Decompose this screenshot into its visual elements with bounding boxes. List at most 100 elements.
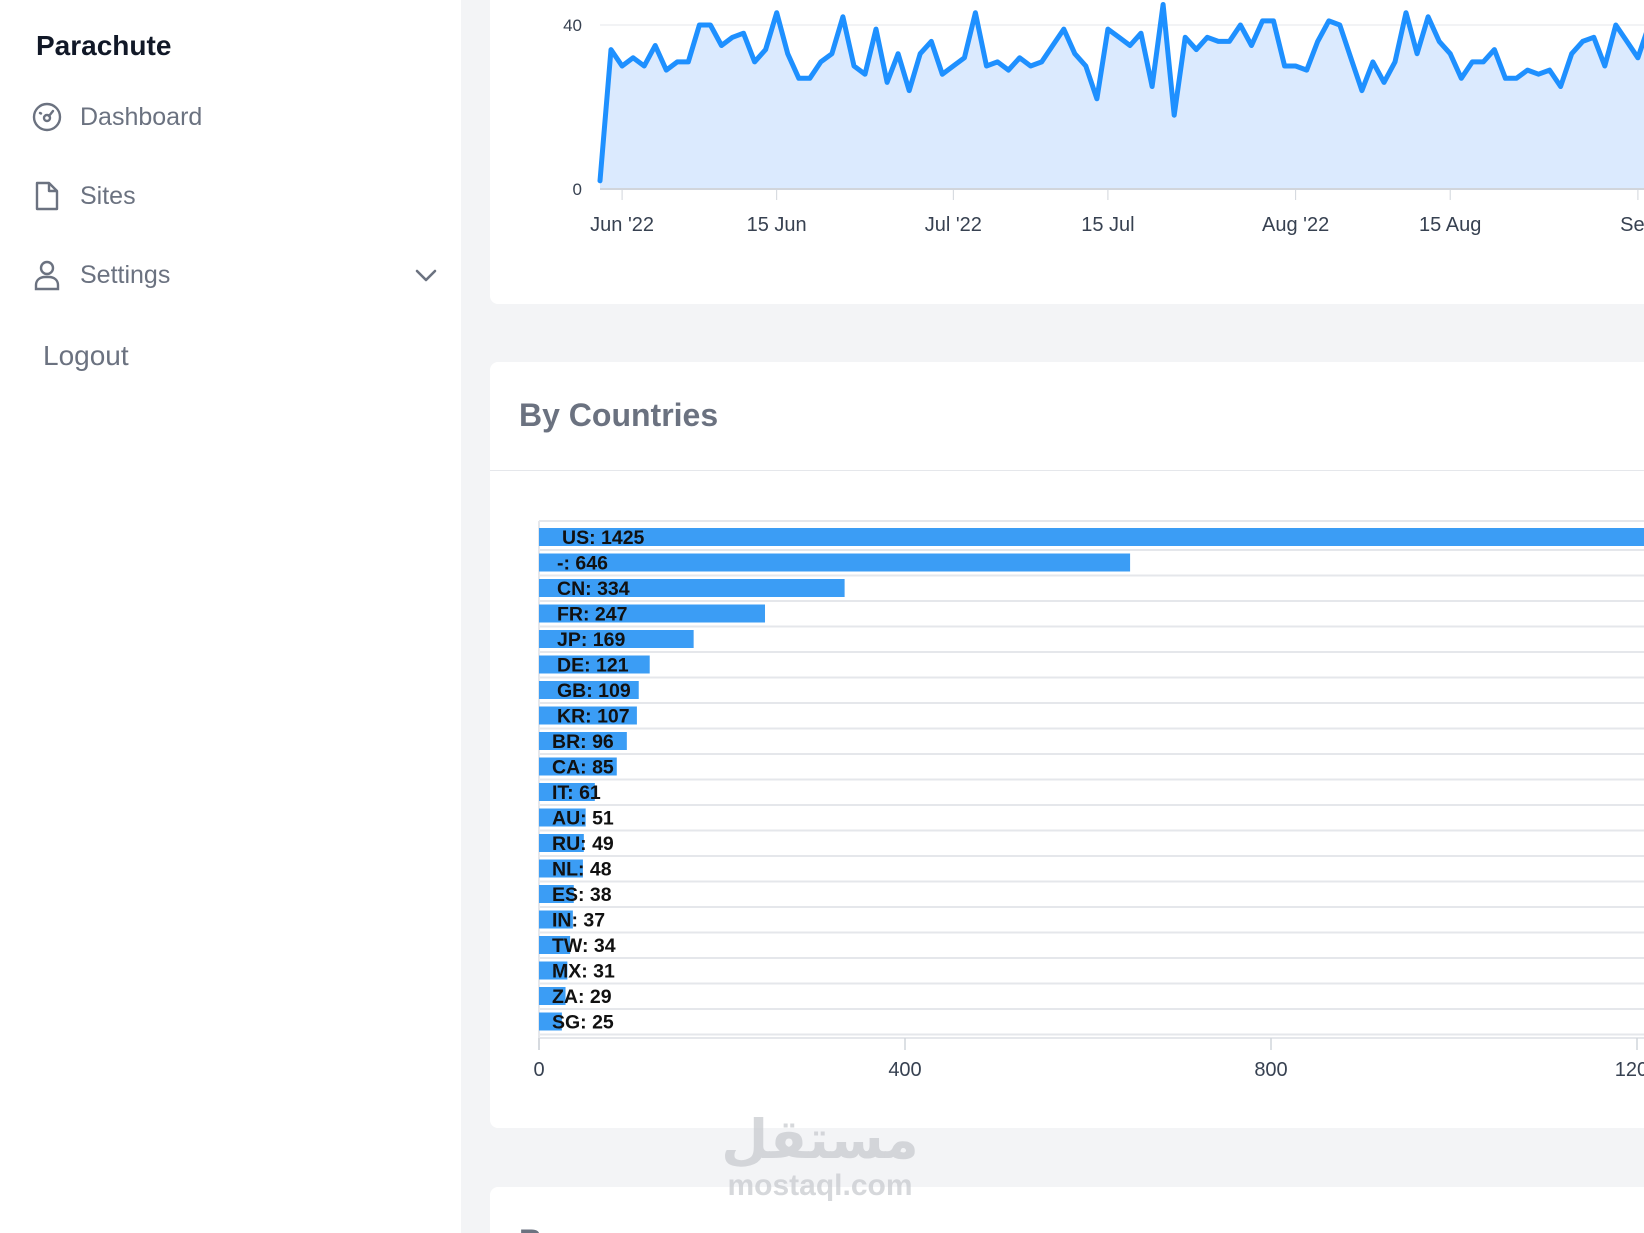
country-bar[interactable]: [539, 553, 1131, 572]
visits-data-point: [632, 57, 634, 59]
visits-area-chart: 0 40 Jun '22 15 Jun Jul '22 15 Jul Aug '22 15 A…: [563, 2, 1644, 236]
country-bar[interactable]: [539, 604, 766, 623]
document-icon: [30, 179, 64, 213]
app-title: Parachute: [36, 30, 172, 61]
sidebar-item-settings[interactable]: Settings: [30, 250, 440, 300]
country-bar[interactable]: [539, 910, 573, 929]
visits-data-point: [1228, 40, 1230, 42]
visits-data-point: [1383, 81, 1385, 83]
visits-data-point: [665, 69, 667, 71]
visits-chart-card: 0 40 Jun '22 15 Jun Jul '22 15 Jul Aug '22 15 A…: [490, 0, 1644, 304]
country-bar-label: ES: 38: [552, 884, 612, 906]
visits-data-point: [1074, 53, 1076, 55]
visits-data-point: [1173, 114, 1175, 116]
visits-data-point: [997, 61, 998, 63]
visits-data-point: [1350, 57, 1352, 59]
country-bar[interactable]: [539, 885, 574, 903]
country-bar[interactable]: [539, 783, 595, 801]
x-tick-label: Jul '22: [925, 214, 982, 236]
x-tick-label: Aug '22: [1262, 214, 1329, 236]
country-bar[interactable]: [539, 808, 586, 827]
country-bar-label: TW: 34: [552, 935, 616, 957]
visits-data-point: [1626, 40, 1628, 42]
visits-data-point: [1361, 90, 1363, 92]
visits-data-point: [798, 77, 800, 79]
country-bar[interactable]: [539, 630, 694, 648]
visits-data-point: [1273, 20, 1274, 22]
x-tick-label: Sep: [1620, 214, 1644, 236]
visits-data-point: [1328, 20, 1330, 22]
sidebar-item-label: Sites: [80, 181, 136, 210]
x-tick-label: 15 Jul: [1081, 214, 1134, 236]
visits-data-point: [1471, 61, 1473, 63]
visits-data-point: [1041, 61, 1043, 63]
country-bar[interactable]: [539, 681, 639, 699]
visits-data-point: [643, 65, 645, 67]
visits-data-point: [1604, 65, 1606, 67]
next-card: B: [490, 1187, 1644, 1233]
visits-data-point: [886, 81, 888, 83]
visits-data-point: [1184, 36, 1186, 38]
visits-data-point: [919, 53, 921, 55]
visits-data-point: [1085, 65, 1087, 67]
visits-data-point: [676, 61, 678, 63]
country-bar[interactable]: [539, 1012, 562, 1031]
chevron-down-icon[interactable]: [412, 261, 440, 289]
visits-data-point: [1615, 24, 1617, 26]
country-bar-label: BR: 96: [552, 731, 614, 753]
country-bar-label: NL: 48: [552, 859, 612, 881]
visits-data-point: [930, 40, 932, 42]
country-bar[interactable]: [539, 706, 637, 725]
sidebar-item-dashboard[interactable]: Dashboard: [30, 92, 440, 142]
dashboard-gauge-icon: [30, 100, 64, 134]
country-bar[interactable]: [539, 655, 650, 674]
countries-bar-chart: 0 400 800 1200 US: 1425 -: 646 CN: 334 FR: 247 J…: [533, 520, 1644, 1081]
visits-data-point: [1449, 53, 1451, 55]
visits-data-point: [1637, 57, 1639, 59]
x-tick-label: 0: [533, 1059, 544, 1081]
country-bar-label: AU: 51: [552, 808, 614, 830]
visits-data-point: [1162, 4, 1164, 5]
country-bar[interactable]: [539, 757, 617, 776]
visits-data-point: [1206, 36, 1208, 38]
country-bar-label: CA: 85: [552, 757, 614, 779]
country-bar[interactable]: [539, 936, 571, 954]
visits-data-point: [875, 28, 877, 30]
country-bar-label: MX: 31: [552, 961, 615, 983]
country-bar-label: -: 646: [557, 553, 608, 575]
visits-data-point: [986, 65, 987, 67]
x-tick-label: Jun '22: [590, 214, 654, 236]
country-bar[interactable]: [539, 579, 845, 597]
country-bar-label: GB: 109: [557, 680, 631, 702]
country-bar[interactable]: [539, 732, 627, 750]
x-tick-label: 800: [1254, 1059, 1287, 1081]
sidebar-item-label: Settings: [80, 260, 171, 289]
x-tick-label: 400: [888, 1059, 921, 1081]
x-tick-label: 1200: [1615, 1059, 1644, 1081]
visits-data-point: [1372, 61, 1374, 63]
country-bar-label: IN: 37: [552, 910, 605, 932]
visits-data-point: [1516, 77, 1517, 79]
country-bar-label: US: 1425: [562, 527, 645, 549]
country-bar-label: IT: 61: [552, 782, 601, 804]
country-bar[interactable]: [539, 961, 568, 980]
visits-data-point: [853, 65, 855, 67]
sidebar-item-sites[interactable]: Sites: [30, 171, 440, 221]
x-tick-label: 15 Aug: [1419, 214, 1481, 236]
visits-data-point: [654, 45, 656, 46]
watermark: مستقل mostaql.com: [720, 1110, 920, 1202]
visits-data-point: [1295, 65, 1297, 67]
country-bar[interactable]: [539, 987, 566, 1005]
country-bar[interactable]: [539, 528, 1644, 546]
visits-data-point: [743, 32, 744, 34]
visits-data-point: [1549, 69, 1551, 71]
visits-data-point: [1019, 57, 1021, 59]
visits-data-point: [721, 45, 722, 46]
next-card-title: B: [519, 1223, 542, 1233]
y-tick-label: 40: [563, 16, 582, 35]
country-bar[interactable]: [539, 859, 583, 878]
visits-data-point: [1107, 28, 1109, 30]
logout-link[interactable]: Logout: [43, 340, 129, 371]
country-bar[interactable]: [539, 834, 584, 852]
visits-data-point: [1416, 53, 1418, 55]
